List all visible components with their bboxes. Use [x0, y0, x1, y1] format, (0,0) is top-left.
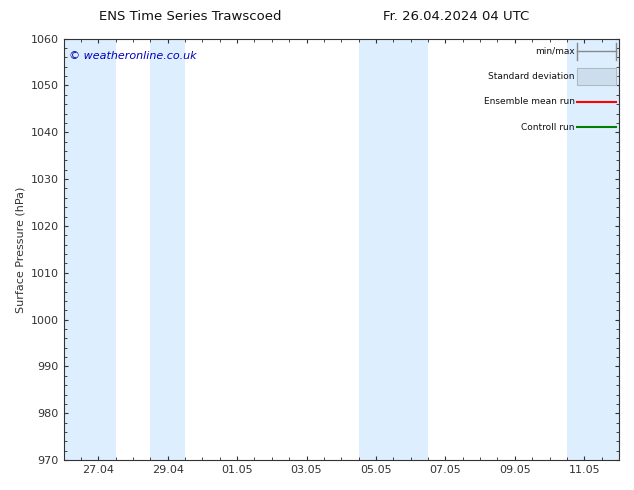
- Text: © weatheronline.co.uk: © weatheronline.co.uk: [69, 51, 197, 61]
- Bar: [578, 68, 616, 85]
- Bar: [578, 68, 616, 85]
- Bar: [567, 39, 619, 460]
- Text: Standard deviation: Standard deviation: [488, 72, 574, 81]
- Bar: [150, 39, 185, 460]
- Y-axis label: Surface Pressure (hPa): Surface Pressure (hPa): [15, 186, 25, 313]
- Text: ENS Time Series Trawscoed: ENS Time Series Trawscoed: [99, 10, 281, 23]
- Bar: [63, 39, 115, 460]
- Text: Fr. 26.04.2024 04 UTC: Fr. 26.04.2024 04 UTC: [384, 10, 529, 23]
- Text: Ensemble mean run: Ensemble mean run: [484, 98, 574, 106]
- Bar: [359, 39, 428, 460]
- Text: Controll run: Controll run: [521, 122, 574, 132]
- Text: min/max: min/max: [535, 47, 574, 56]
